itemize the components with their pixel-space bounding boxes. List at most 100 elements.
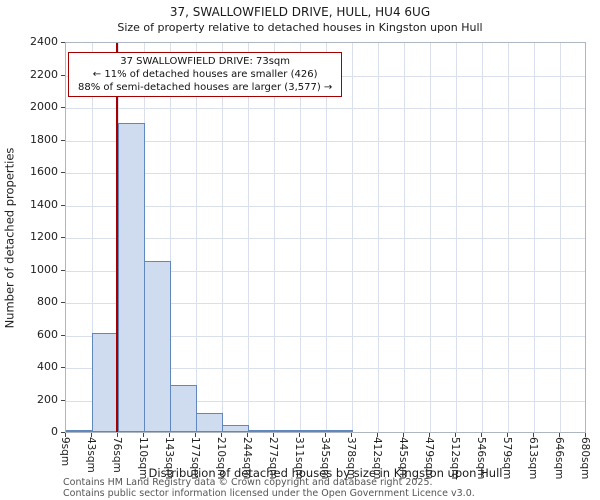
x-tick-label: 9sqm [59, 437, 71, 467]
v-gridline [508, 43, 509, 432]
v-gridline [430, 43, 431, 432]
x-tick-mark [507, 433, 508, 437]
h-gridline [66, 238, 585, 239]
x-tick-label: 412sqm [371, 437, 383, 480]
y-tick-label: 1000 [30, 262, 58, 276]
x-tick-label: 613sqm [527, 437, 539, 480]
x-tick-mark [247, 433, 248, 437]
histogram-bar [274, 430, 301, 432]
v-gridline [170, 43, 171, 432]
x-tick-label: 277sqm [267, 437, 279, 480]
x-tick-label: 345sqm [319, 437, 331, 480]
annotation-line-2: ← 11% of detached houses are smaller (42… [92, 69, 318, 80]
histogram-bar [196, 413, 223, 432]
x-tick-label: 512sqm [449, 437, 461, 480]
x-tick-mark [585, 433, 586, 437]
v-gridline [378, 43, 379, 432]
y-tick-label: 200 [37, 392, 58, 406]
v-gridline [482, 43, 483, 432]
x-tick-label: 177sqm [189, 437, 201, 480]
x-tick-label: 479sqm [423, 437, 435, 480]
v-gridline [248, 43, 249, 432]
y-tick-mark [61, 42, 65, 43]
h-gridline [66, 270, 585, 272]
histogram-bar [66, 430, 93, 432]
x-tick-label: 646sqm [553, 437, 565, 480]
x-tick-mark [481, 433, 482, 437]
x-tick-mark [143, 433, 144, 437]
x-tick-mark [533, 433, 534, 437]
h-gridline [66, 400, 585, 402]
histogram-bar [248, 429, 275, 432]
x-tick-label: 43sqm [85, 437, 97, 473]
h-gridline [66, 303, 585, 304]
y-tick-mark [61, 74, 65, 76]
y-tick-mark [61, 334, 65, 336]
v-gridline [300, 43, 301, 432]
x-tick-mark [91, 433, 92, 437]
y-tick-label: 400 [37, 360, 58, 373]
y-tick-label: 2000 [30, 100, 58, 113]
x-tick-mark [299, 433, 300, 437]
y-tick-mark [61, 139, 65, 141]
y-tick-label: 2200 [30, 67, 58, 81]
h-gridline [66, 368, 585, 369]
x-tick-mark [351, 433, 352, 437]
x-tick-mark [273, 433, 274, 437]
x-axis-title: Distribution of detached houses by size … [148, 466, 503, 480]
histogram-bar [144, 261, 171, 432]
x-tick-mark [65, 433, 66, 437]
x-tick-mark [559, 433, 560, 437]
x-tick-label: 311sqm [293, 437, 305, 480]
x-tick-mark [377, 433, 378, 437]
v-gridline [352, 43, 353, 432]
v-gridline [222, 43, 223, 432]
h-gridline [66, 335, 585, 337]
h-gridline [66, 140, 585, 142]
footer: Contains HM Land Registry data © Crown c… [63, 477, 475, 499]
h-gridline [66, 173, 585, 174]
annotation-line-1: 37 SWALLOWFIELD DRIVE: 73sqm [120, 56, 291, 67]
y-tick-mark [61, 302, 65, 303]
y-tick-mark [61, 367, 65, 368]
histogram-bar [118, 123, 145, 432]
y-tick-mark [61, 237, 65, 238]
y-tick-mark [61, 399, 65, 401]
x-tick-mark [169, 433, 170, 437]
v-gridline [560, 43, 561, 432]
y-tick-mark [61, 107, 65, 108]
x-tick-label: 76sqm [111, 437, 123, 473]
y-tick-label: 800 [37, 295, 58, 308]
x-tick-mark [325, 433, 326, 437]
y-tick-mark [61, 269, 65, 271]
x-tick-label: 445sqm [397, 437, 409, 480]
v-gridline [92, 43, 93, 432]
x-tick-mark [117, 433, 118, 437]
x-tick-mark [403, 433, 404, 437]
h-gridline [66, 108, 585, 109]
v-gridline [274, 43, 275, 432]
v-gridline [196, 43, 197, 432]
x-tick-mark [455, 433, 456, 437]
x-tick-label: 680sqm [579, 437, 591, 480]
histogram-bar [300, 430, 327, 432]
x-tick-label: 378sqm [345, 437, 357, 480]
footer-line-1: Contains HM Land Registry data © Crown c… [63, 477, 433, 488]
x-tick-label: 579sqm [501, 437, 513, 480]
chart-title: 37, SWALLOWFIELD DRIVE, HULL, HU4 6UG [169, 5, 431, 19]
histogram-bar [326, 430, 353, 432]
footer-line-2: Contains public sector information licen… [63, 487, 475, 499]
v-gridline [326, 43, 327, 432]
plot-area: 37 SWALLOWFIELD DRIVE: 73sqm ← 11% of de… [65, 42, 586, 433]
x-tick-mark [195, 433, 196, 437]
v-gridline [404, 43, 405, 432]
x-tick-label: 546sqm [475, 437, 487, 480]
y-tick-label: 600 [37, 327, 58, 341]
histogram-bar [170, 384, 197, 432]
y-tick-label: 2400 [30, 35, 58, 48]
x-tick-label: 110sqm [137, 437, 149, 480]
y-tick-mark [61, 204, 65, 206]
v-gridline [534, 43, 535, 432]
histogram-bar [222, 424, 249, 432]
